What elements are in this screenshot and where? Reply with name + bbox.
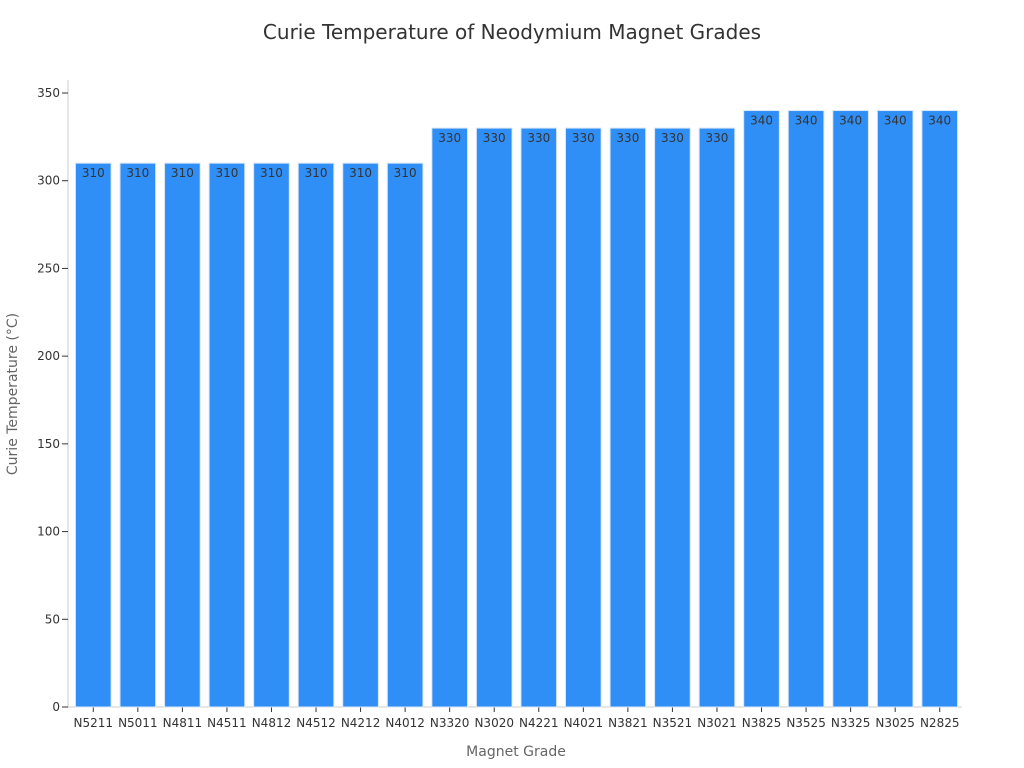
- data-label: 310: [260, 166, 283, 180]
- bar-n5011: [119, 162, 157, 708]
- y-tick-label: 0: [52, 700, 60, 714]
- x-tick-label: N3020: [474, 716, 514, 730]
- y-tick-label: 350: [37, 86, 60, 100]
- bar-n3025: [876, 110, 914, 708]
- data-label: 310: [305, 166, 328, 180]
- x-tick-label: N4012: [385, 716, 425, 730]
- y-tick-label: 150: [37, 437, 60, 451]
- x-tick-label: N4511: [207, 716, 247, 730]
- data-label: 330: [438, 131, 461, 145]
- data-label: 310: [215, 166, 238, 180]
- bar-n5211: [74, 162, 112, 708]
- data-label: 310: [394, 166, 417, 180]
- x-tick-label: N4212: [341, 716, 381, 730]
- bar-n4021: [565, 127, 602, 708]
- data-label: 340: [839, 114, 862, 128]
- bar-n3525: [787, 110, 825, 708]
- x-tick-label: N5211: [74, 716, 114, 730]
- bar-n4812: [253, 162, 290, 708]
- bar-n4512: [297, 162, 335, 708]
- bar-n3825: [743, 110, 780, 708]
- y-tick-label: 50: [45, 612, 60, 626]
- y-tick-label: 250: [37, 261, 60, 275]
- bar-n3020: [475, 127, 513, 708]
- bar-n2825: [921, 110, 959, 708]
- data-label: 340: [884, 114, 907, 128]
- bar-n3325: [832, 110, 869, 708]
- y-tick-label: 100: [37, 525, 60, 539]
- x-tick-label: N3325: [831, 716, 871, 730]
- x-tick-label: N3021: [697, 716, 737, 730]
- y-tick-label: 200: [37, 349, 60, 363]
- bar-n4212: [342, 162, 379, 708]
- x-tick-label: N3025: [875, 716, 915, 730]
- data-label: 330: [527, 131, 550, 145]
- bar-n3521: [654, 127, 691, 708]
- x-tick-label: N4812: [252, 716, 292, 730]
- bar-n4511: [208, 162, 246, 708]
- data-label: 330: [706, 131, 729, 145]
- data-label: 330: [616, 131, 639, 145]
- data-label: 310: [126, 166, 149, 180]
- bar-n4012: [386, 162, 424, 708]
- x-tick-label: N3825: [742, 716, 782, 730]
- x-tick-label: N3525: [786, 716, 826, 730]
- x-tick-label: N3320: [430, 716, 470, 730]
- data-label: 330: [661, 131, 684, 145]
- x-tick-label: N4811: [163, 716, 203, 730]
- x-tick-label: N3821: [608, 716, 648, 730]
- bar-n4811: [164, 162, 201, 708]
- data-label: 330: [572, 131, 595, 145]
- bar-n3320: [431, 127, 468, 708]
- data-label: 340: [750, 114, 773, 128]
- data-label: 310: [82, 166, 105, 180]
- x-tick-label: N2825: [920, 716, 960, 730]
- x-axis-title: Magnet Grade: [466, 744, 566, 760]
- data-label: 340: [928, 114, 951, 128]
- y-axis-title: Curie Temperature (°C): [5, 313, 21, 475]
- data-label: 310: [171, 166, 194, 180]
- bar-n4221: [520, 127, 558, 708]
- x-tick-label: N5011: [118, 716, 158, 730]
- x-tick-label: N4221: [519, 716, 559, 730]
- data-label: 330: [483, 131, 506, 145]
- x-tick-label: N3521: [653, 716, 693, 730]
- chart-title: Curie Temperature of Neodymium Magnet Gr…: [262, 20, 762, 44]
- data-label: 340: [795, 114, 818, 128]
- bar-n3021: [698, 127, 736, 708]
- x-tick-label: N4021: [564, 716, 604, 730]
- bar-n3821: [609, 127, 647, 708]
- x-tick-label: N4512: [296, 716, 336, 730]
- data-label: 310: [349, 166, 372, 180]
- y-tick-label: 300: [37, 174, 60, 188]
